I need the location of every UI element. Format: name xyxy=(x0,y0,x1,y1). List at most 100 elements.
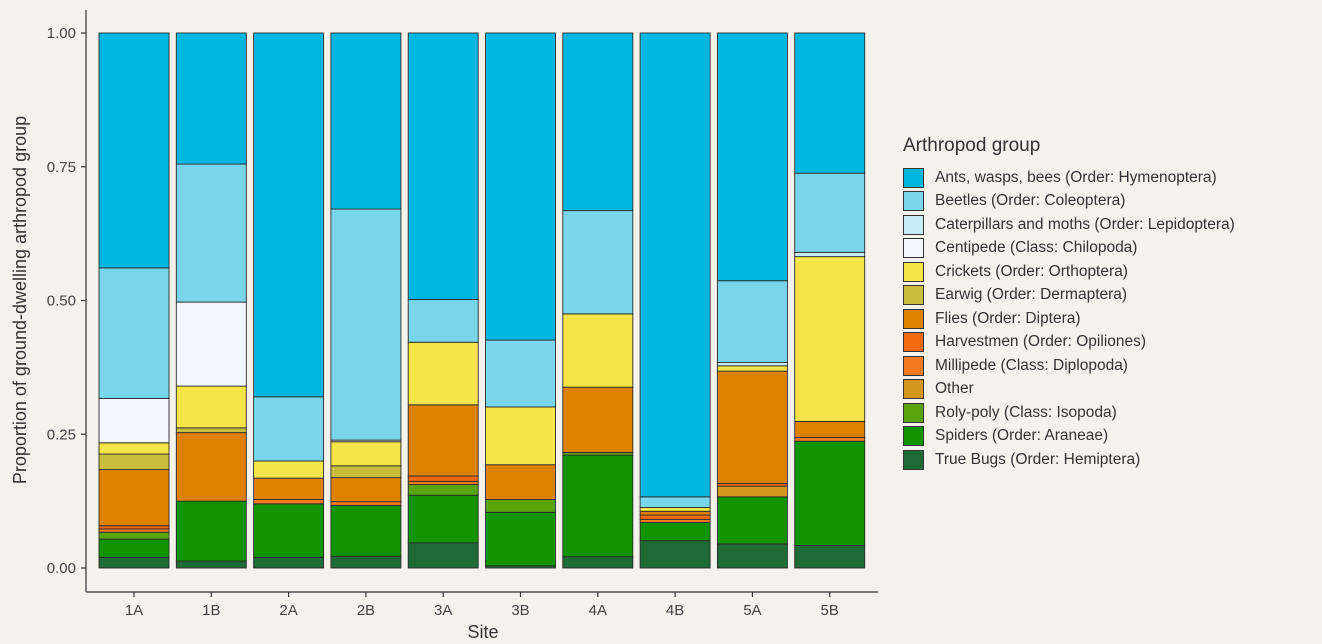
bar-segment xyxy=(562,454,634,558)
bar-segment xyxy=(407,484,479,496)
bar-segment xyxy=(407,475,479,482)
bar-segment xyxy=(175,432,247,502)
bar-segment xyxy=(639,507,711,512)
y-tick-label: 0.75 xyxy=(47,159,76,176)
x-tick-label: 4A xyxy=(589,602,607,619)
bar-segment xyxy=(98,397,170,444)
legend-swatch xyxy=(903,355,924,376)
bar-segment xyxy=(175,32,247,165)
bar-segment xyxy=(562,313,634,388)
bar-segment xyxy=(562,386,634,453)
legend-swatch xyxy=(903,238,924,259)
x-axis-title: Site xyxy=(467,622,498,642)
stacked-bar-chart: 0.00 0.25 0.50 0.75 1.00 1A 1B 2A 2B 3A 3B 4A 4B 5A 5… xyxy=(10,10,878,642)
bar-segment xyxy=(98,538,170,558)
bar-segment xyxy=(639,514,711,520)
bar-segment xyxy=(485,499,556,513)
legend-item: Ants, wasps, bees (Order: Hymenoptera) xyxy=(903,166,1235,190)
bar-stack-2A xyxy=(253,32,325,569)
y-tick-label: 0.25 xyxy=(47,426,76,443)
legend: Arthropod group Ants, wasps, bees (Order… xyxy=(903,134,1235,472)
legend-swatch xyxy=(903,261,924,282)
legend-swatch xyxy=(903,379,924,400)
x-tick-label: 2A xyxy=(279,602,297,619)
legend-item: True Bugs (Order: Hemiptera) xyxy=(903,448,1235,472)
bar-segment xyxy=(407,542,479,569)
bar-stack-3B xyxy=(485,32,556,569)
bar-segment xyxy=(794,32,866,174)
bar-segment xyxy=(175,385,247,429)
bar-segment xyxy=(175,301,247,387)
bar-segment xyxy=(716,496,788,545)
bar-segment xyxy=(716,370,788,484)
y-tick-label: 0.50 xyxy=(47,293,76,310)
bar-segment xyxy=(175,560,247,569)
legend-item: Harvestmen (Order: Opiliones) xyxy=(903,331,1235,355)
legend-label: True Bugs (Order: Hemiptera) xyxy=(935,450,1141,468)
x-axis: 1A 1B 2A 2B 3A 3B 4A 4B 5A 5B xyxy=(86,591,878,619)
bar-stack-4B xyxy=(639,32,711,569)
legend-swatch xyxy=(903,167,924,188)
legend-label: Centipede (Class: Chilopoda) xyxy=(935,239,1138,257)
bar-segment xyxy=(639,496,711,508)
bar-stack-5A xyxy=(716,32,788,569)
bar-segment xyxy=(330,555,402,569)
bar-segment xyxy=(485,464,556,500)
bar-stack-2B xyxy=(330,32,402,569)
legend-item: Beetles (Order: Coleoptera) xyxy=(903,190,1235,214)
bar-segment xyxy=(330,477,402,503)
bar-segment xyxy=(330,208,402,441)
bar-segment xyxy=(716,543,788,569)
bar-segment xyxy=(794,545,866,569)
bar-segment xyxy=(639,540,711,569)
y-tick-label: 0.00 xyxy=(47,560,76,577)
legend-item: Flies (Order: Diptera) xyxy=(903,307,1235,331)
bar-segment xyxy=(98,267,170,399)
bar-segment xyxy=(562,556,634,569)
bar-segment xyxy=(639,510,711,516)
bar-segment xyxy=(330,32,402,210)
bars-group xyxy=(98,32,866,569)
bar-segment xyxy=(407,480,479,485)
bar-segment xyxy=(98,442,170,455)
bar-segment xyxy=(253,499,325,505)
bar-segment xyxy=(330,465,402,479)
legend-label: Harvestmen (Order: Opiliones) xyxy=(935,333,1147,351)
legend-label: Ants, wasps, bees (Order: Hymenoptera) xyxy=(935,168,1217,186)
legend-item: Earwig (Order: Dermaptera) xyxy=(903,284,1235,308)
legend-label: Beetles (Order: Coleoptera) xyxy=(935,192,1126,210)
bar-segment xyxy=(253,396,325,462)
bar-segment xyxy=(794,251,866,258)
legend-label: Crickets (Order: Orthoptera) xyxy=(935,262,1128,280)
legend-label: Flies (Order: Diptera) xyxy=(935,309,1081,327)
y-axis-title: Proportion of ground-dwelling arthropod … xyxy=(10,116,30,484)
x-tick-label: 4B xyxy=(666,602,684,619)
bar-segment xyxy=(639,522,711,542)
bar-segment xyxy=(253,460,325,479)
bar-segment xyxy=(716,485,788,498)
bar-stack-4A xyxy=(562,32,634,569)
legend-swatch xyxy=(903,191,924,212)
bar-segment xyxy=(485,32,556,341)
bar-segment xyxy=(98,453,170,471)
legend-swatch xyxy=(903,426,924,447)
bar-segment xyxy=(407,341,479,406)
legend-label: Roly-poly (Class: Isopoda) xyxy=(935,403,1117,421)
legend-swatch xyxy=(903,402,924,423)
bar-segment xyxy=(562,210,634,315)
bar-segment xyxy=(485,406,556,466)
bar-segment xyxy=(562,32,634,212)
bar-segment xyxy=(716,32,788,282)
x-tick-label: 1B xyxy=(202,602,220,619)
bar-segment xyxy=(330,501,402,506)
bar-segment xyxy=(330,441,402,467)
legend-item: Roly-poly (Class: Isopoda) xyxy=(903,401,1235,425)
legend-swatch xyxy=(903,285,924,306)
legend-items: Ants, wasps, bees (Order: Hymenoptera) Be… xyxy=(903,166,1235,472)
legend-item: Caterpillars and moths (Order: Lepidopte… xyxy=(903,213,1235,237)
legend-item: Crickets (Order: Orthoptera) xyxy=(903,260,1235,284)
legend-label: Other xyxy=(935,380,974,398)
bar-segment xyxy=(639,32,711,498)
bar-segment xyxy=(794,420,866,438)
